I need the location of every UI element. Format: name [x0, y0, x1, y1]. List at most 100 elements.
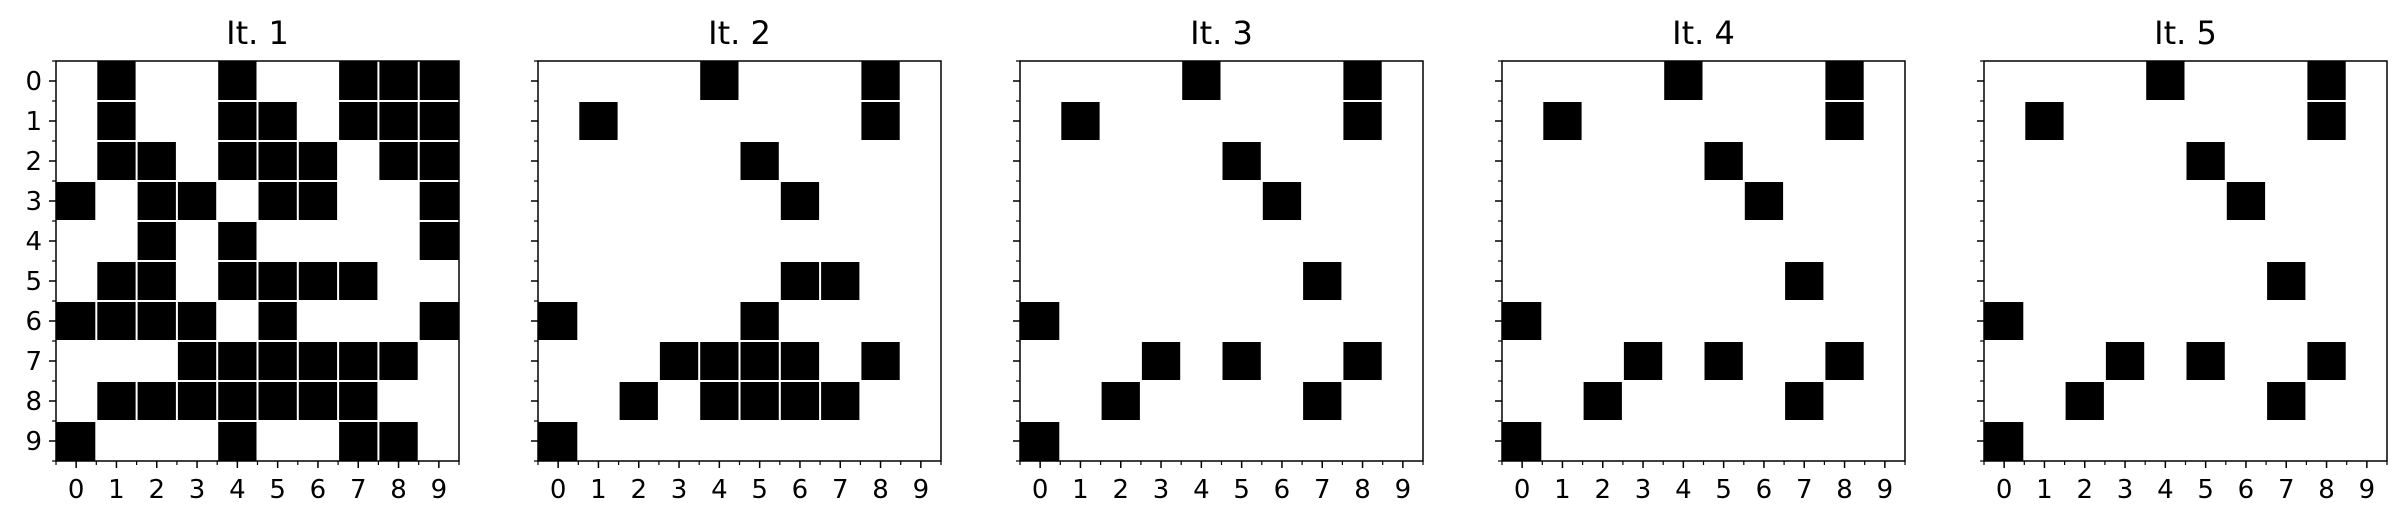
x-tick-label: 0	[1996, 475, 2013, 505]
grid-cell-r8-c7	[338, 381, 379, 421]
grid-cell-r7-c8	[1342, 341, 1383, 381]
grid-cell-r8-c6	[779, 381, 821, 421]
grid-cell-r1-c8	[860, 101, 901, 141]
grid-cell-r0-c9	[418, 61, 459, 101]
chart-title: It. 1	[226, 14, 289, 52]
x-tick-label: 1	[108, 475, 125, 505]
grid-cell-r9-c0	[538, 421, 579, 461]
grid-cell-r9-c0	[1502, 421, 1543, 461]
grid-cell-r7-c6	[779, 341, 821, 381]
x-tick-label: 6	[1756, 475, 1773, 505]
grid-cell-r2-c5	[739, 141, 780, 181]
grid-cell-r4-c2	[136, 221, 177, 261]
grid-cell-r9-c4	[217, 421, 258, 461]
x-tick-label: 7	[2278, 475, 2295, 505]
grid-cell-r1-c8	[1342, 101, 1383, 141]
grid-cell-r8-c4	[699, 381, 740, 421]
grid-cell-r8-c5	[257, 381, 298, 421]
x-tick-label: 3	[1153, 475, 1170, 505]
x-tick-label: 8	[390, 475, 407, 505]
grid-cell-r1-c8	[378, 101, 419, 141]
grid-cell-r0-c1	[96, 61, 137, 101]
grid-cell-r0-c8	[860, 61, 901, 101]
x-tick-label: 7	[350, 475, 367, 505]
grid-cell-r6-c0	[1984, 301, 2025, 341]
x-tick-label: 9	[913, 475, 930, 505]
grid-cell-r3-c6	[779, 181, 821, 221]
grid-cell-r2-c9	[418, 141, 459, 181]
grid-cell-r3-c0	[56, 181, 97, 221]
grid-cell-r6-c3	[176, 301, 218, 341]
x-tick-label: 0	[68, 475, 85, 505]
grid-cell-r7-c3	[1622, 341, 1664, 381]
grid-chart-5: It. 5 0 1 2 3 4 5 6 7 8 9	[1977, 14, 2388, 505]
grid-cell-r3-c6	[1743, 181, 1785, 221]
grid-cell-r6-c0	[1020, 301, 1061, 341]
grid-cell-r8-c7	[1784, 381, 1825, 421]
y-tick-label: 7	[25, 347, 42, 377]
x-tick-label: 2	[630, 475, 647, 505]
grid-cell-r5-c4	[217, 261, 258, 301]
grid-cell-r5-c6	[297, 261, 339, 301]
grid-cell-r2-c2	[136, 141, 177, 181]
x-tick-label: 3	[1635, 475, 1652, 505]
x-tick-label: 1	[1554, 475, 1571, 505]
x-tick-label: 3	[2117, 475, 2134, 505]
grid-cell-r6-c5	[257, 301, 298, 341]
grid-cell-r1-c4	[217, 101, 258, 141]
grid-cell-r6-c2	[136, 301, 177, 341]
grid-cell-r5-c6	[779, 261, 821, 301]
grid-cell-r7-c5	[2185, 341, 2226, 381]
grid-cell-r5-c7	[1302, 261, 1343, 301]
x-tick-label: 1	[590, 475, 607, 505]
grid-cell-r6-c0	[1502, 301, 1543, 341]
grid-cell-r2-c5	[1221, 141, 1262, 181]
grid-cell-r2-c4	[217, 141, 258, 181]
y-tick-label: 0	[25, 67, 42, 97]
y-tick-label: 3	[25, 187, 42, 217]
x-tick-label: 5	[751, 475, 768, 505]
grid-cell-r6-c0	[538, 301, 579, 341]
grid-cell-r7-c5	[257, 341, 298, 381]
grid-cell-r4-c9	[418, 221, 459, 261]
grid-cell-r8-c3	[176, 381, 218, 421]
chart-title: It. 3	[1190, 14, 1253, 52]
grid-cell-r5-c7	[338, 261, 379, 301]
x-tick-label: 0	[1032, 475, 1049, 505]
grid-cell-r9-c7	[338, 421, 379, 461]
grid-cell-r3-c6	[1261, 181, 1303, 221]
grid-cell-r7-c8	[860, 341, 901, 381]
grid-cell-r5-c7	[2266, 261, 2307, 301]
grid-cell-r8-c2	[2064, 381, 2105, 421]
grid-cell-r1-c1	[1060, 101, 1101, 141]
grid-cell-r1-c1	[2024, 101, 2065, 141]
grid-cell-r0-c4	[699, 61, 740, 101]
grid-cell-r7-c6	[297, 341, 339, 381]
x-tick-label: 8	[1836, 475, 1853, 505]
chart-title: It. 5	[2154, 14, 2217, 52]
grid-chart-2: It. 2 0 1 2 3 4 5 6 7 8 9	[531, 14, 942, 505]
x-tick-label: 3	[671, 475, 688, 505]
x-tick-label: 7	[1796, 475, 1813, 505]
grid-cell-r3-c3	[176, 181, 218, 221]
grid-cell-r7-c5	[1703, 341, 1744, 381]
grid-cell-r8-c2	[1100, 381, 1141, 421]
x-tick-label: 8	[872, 475, 889, 505]
x-tick-label: 9	[1877, 475, 1894, 505]
grid-cell-r7-c3	[658, 341, 700, 381]
grid-cell-r8-c7	[1302, 381, 1343, 421]
grid-cell-r8-c7	[820, 381, 861, 421]
x-tick-label: 7	[832, 475, 849, 505]
grid-cell-r7-c8	[1824, 341, 1865, 381]
grid-cell-r3-c6	[2225, 181, 2267, 221]
x-tick-label: 1	[2036, 475, 2053, 505]
y-tick-label: 6	[25, 307, 42, 337]
grid-cell-r5-c5	[257, 261, 298, 301]
grid-cell-r8-c6	[297, 381, 339, 421]
x-tick-label: 9	[431, 475, 448, 505]
x-tick-label: 8	[1354, 475, 1371, 505]
grid-cell-r3-c6	[297, 181, 339, 221]
x-tick-label: 4	[711, 475, 728, 505]
y-tick-label: 1	[25, 107, 42, 137]
